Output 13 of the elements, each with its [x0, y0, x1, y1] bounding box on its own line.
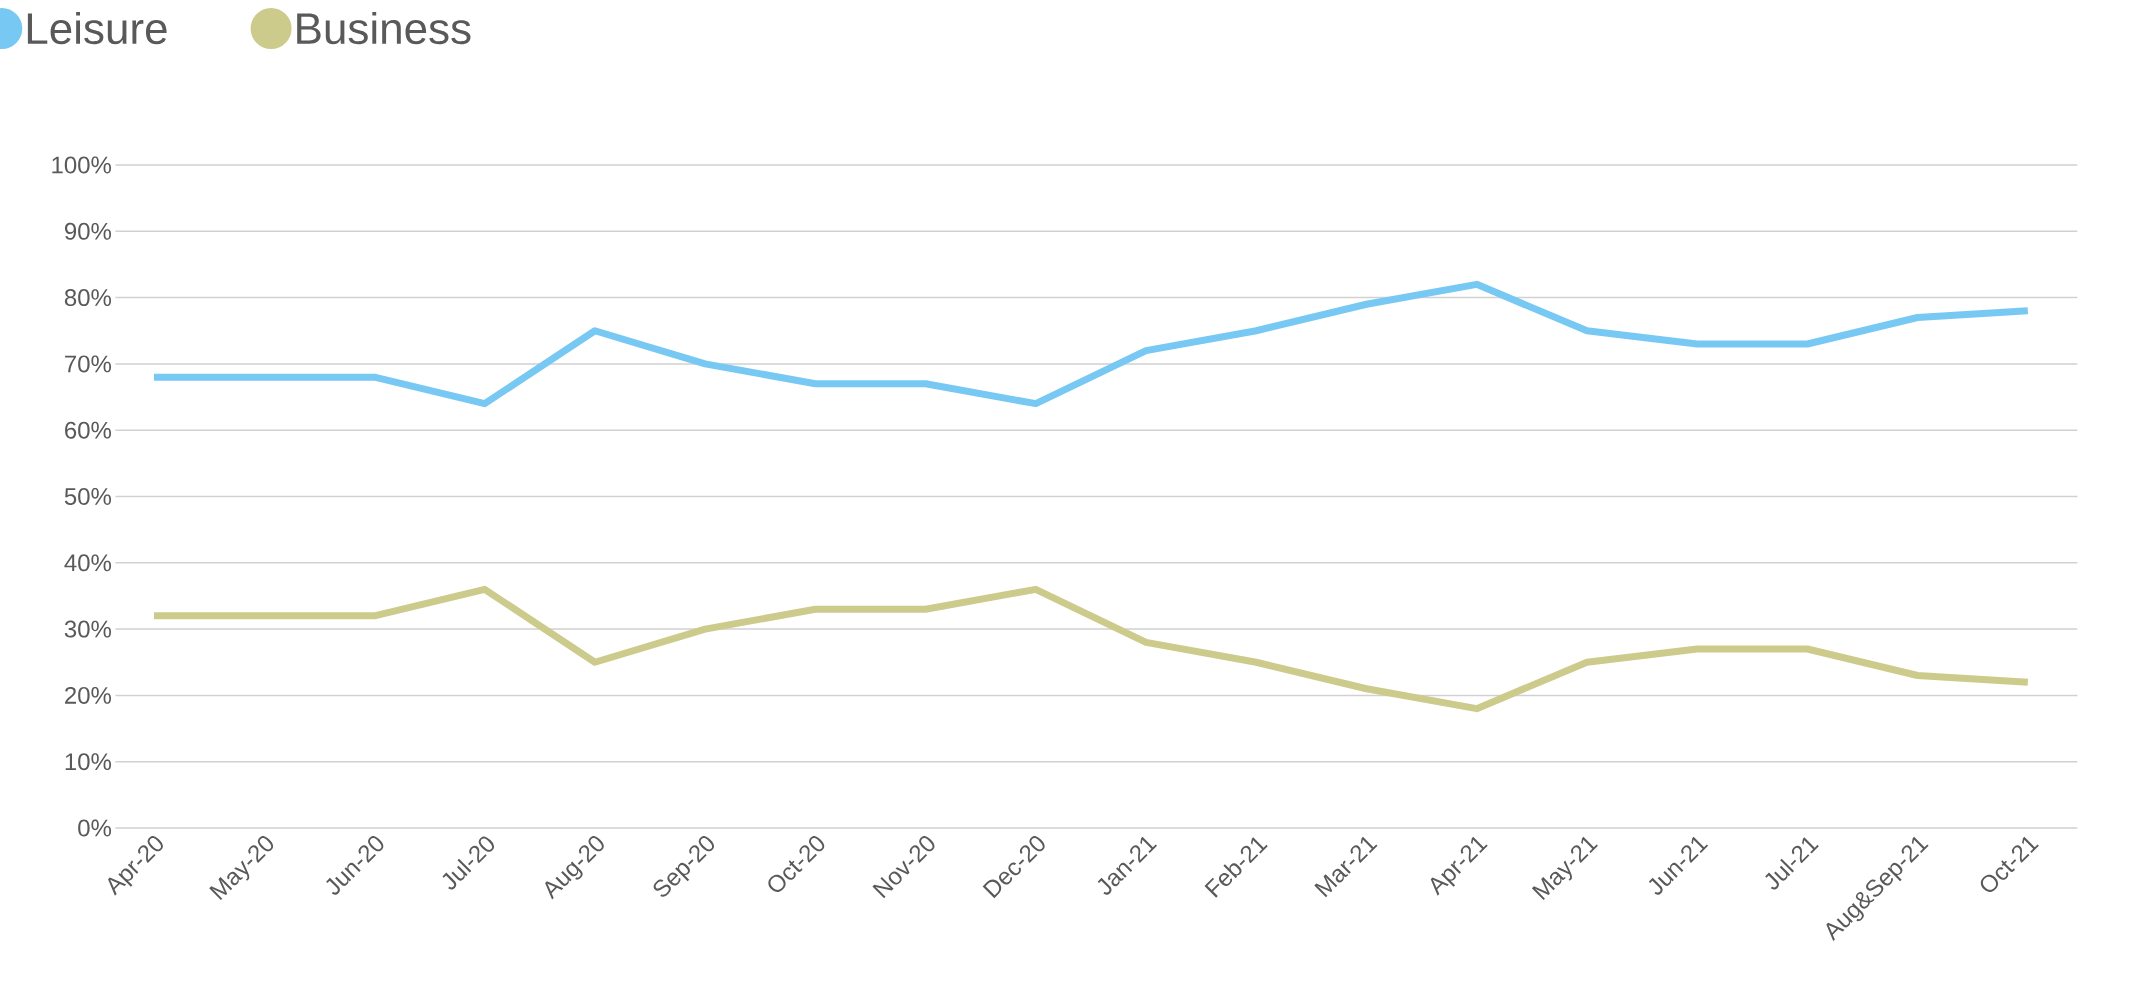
- y-tick-label: 40%: [64, 554, 112, 572]
- y-tick-label: 60%: [65, 421, 112, 439]
- y-tick-label: 20%: [65, 686, 112, 704]
- y-tick-label: 50%: [64, 488, 112, 505]
- y-tick-label: 10%: [65, 753, 112, 771]
- y-tick-label: 0%: [78, 819, 112, 837]
- y-tick-label: 100%: [52, 156, 112, 174]
- legend-label: Leisure: [27, 11, 167, 45]
- y-tick-label: 90%: [64, 222, 112, 240]
- y-tick-label: 80%: [64, 289, 112, 307]
- y-tick-label: 30%: [64, 620, 112, 638]
- y-tick-label: 70%: [65, 355, 112, 373]
- legend-label: Business: [297, 11, 471, 45]
